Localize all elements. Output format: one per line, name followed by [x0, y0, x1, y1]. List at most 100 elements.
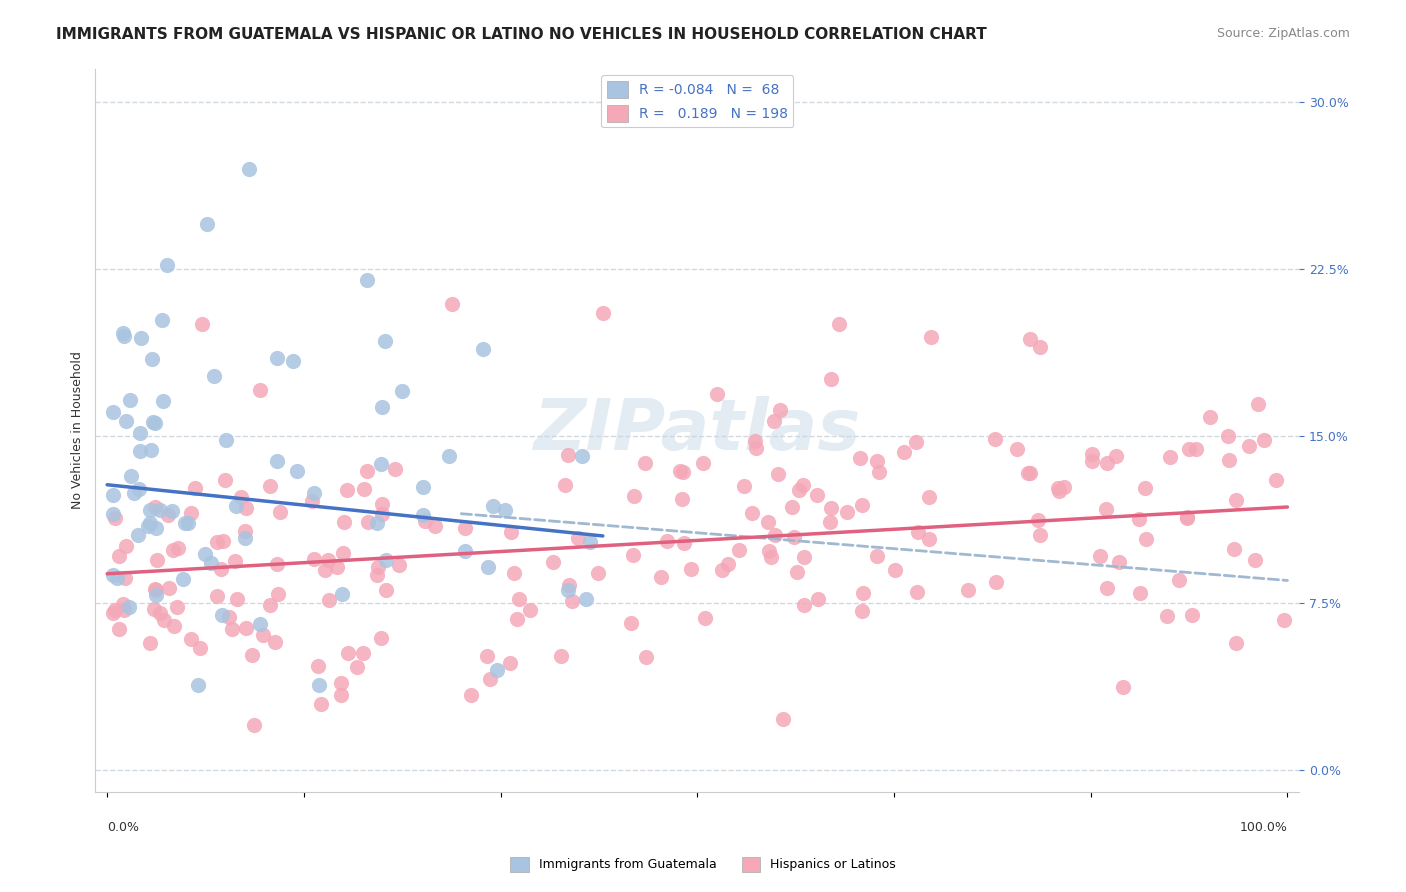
- Point: [366, 516, 388, 530]
- Point: [849, 450, 872, 465]
- Point: [905, 584, 928, 599]
- Point: [460, 688, 482, 702]
- Point: [851, 498, 873, 512]
- Point: [112, 603, 135, 617]
- Point: [634, 650, 657, 665]
- Point: [166, 600, 188, 615]
- Point: [112, 329, 135, 343]
- Point: [180, 506, 202, 520]
- Point: [1108, 555, 1130, 569]
- Point: [346, 660, 368, 674]
- Point: [139, 443, 162, 458]
- Point: [1253, 434, 1275, 448]
- Point: [1017, 466, 1039, 480]
- Point: [852, 586, 875, 600]
- Point: [391, 384, 413, 399]
- Point: [759, 550, 782, 565]
- Point: [266, 351, 288, 366]
- Point: [129, 331, 152, 345]
- Point: [374, 583, 396, 598]
- Text: Source: ZipAtlas.com: Source: ZipAtlas.com: [1216, 27, 1350, 40]
- Point: [479, 672, 502, 686]
- Point: [101, 405, 124, 419]
- Point: [104, 511, 127, 525]
- Point: [115, 539, 138, 553]
- Point: [105, 571, 128, 585]
- Point: [114, 414, 136, 428]
- Point: [330, 675, 353, 690]
- Point: [194, 547, 217, 561]
- Point: [477, 560, 499, 574]
- Point: [1199, 410, 1222, 425]
- Point: [1175, 511, 1198, 525]
- Point: [1047, 481, 1070, 495]
- Point: [120, 469, 142, 483]
- Point: [984, 432, 1007, 446]
- Point: [681, 562, 703, 576]
- Point: [920, 330, 942, 344]
- Point: [336, 646, 359, 660]
- Point: [150, 313, 173, 327]
- Point: [557, 448, 579, 462]
- Point: [174, 516, 197, 530]
- Point: [225, 499, 247, 513]
- Point: [772, 712, 794, 726]
- Point: [145, 582, 167, 597]
- Point: [190, 318, 212, 332]
- Point: [575, 592, 598, 607]
- Point: [143, 416, 166, 430]
- Point: [744, 434, 766, 449]
- Point: [188, 640, 211, 655]
- Text: ZIPatlas: ZIPatlas: [534, 396, 860, 465]
- Point: [197, 217, 219, 231]
- Point: [283, 354, 305, 368]
- Point: [153, 613, 176, 627]
- Point: [1133, 481, 1156, 495]
- Point: [127, 528, 149, 542]
- Point: [1053, 480, 1076, 494]
- Point: [129, 426, 152, 441]
- Point: [669, 464, 692, 478]
- Point: [266, 454, 288, 468]
- Point: [269, 505, 291, 519]
- Point: [176, 516, 198, 531]
- Point: [485, 663, 508, 677]
- Point: [499, 524, 522, 539]
- Point: [114, 571, 136, 585]
- Point: [352, 646, 374, 660]
- Point: [122, 486, 145, 500]
- Point: [482, 500, 505, 514]
- Point: [215, 434, 238, 448]
- Point: [1028, 340, 1050, 354]
- Point: [1218, 453, 1240, 467]
- Point: [1135, 533, 1157, 547]
- Point: [728, 542, 751, 557]
- Point: [370, 458, 392, 472]
- Point: [388, 558, 411, 572]
- Point: [229, 491, 252, 505]
- Point: [330, 587, 353, 601]
- Point: [672, 535, 695, 549]
- Point: [1088, 549, 1111, 563]
- Point: [233, 524, 256, 538]
- Point: [793, 598, 815, 612]
- Point: [499, 656, 522, 670]
- Point: [221, 622, 243, 636]
- Point: [558, 578, 581, 592]
- Point: [371, 497, 394, 511]
- Point: [1029, 528, 1052, 542]
- Point: [235, 621, 257, 635]
- Point: [259, 478, 281, 492]
- Point: [149, 606, 172, 620]
- Point: [741, 506, 763, 520]
- Point: [249, 383, 271, 397]
- Point: [211, 607, 233, 622]
- Point: [205, 589, 228, 603]
- Point: [143, 500, 166, 515]
- Point: [1129, 586, 1152, 600]
- Point: [571, 449, 593, 463]
- Point: [621, 549, 644, 563]
- Point: [454, 543, 477, 558]
- Point: [472, 342, 495, 356]
- Point: [792, 478, 814, 492]
